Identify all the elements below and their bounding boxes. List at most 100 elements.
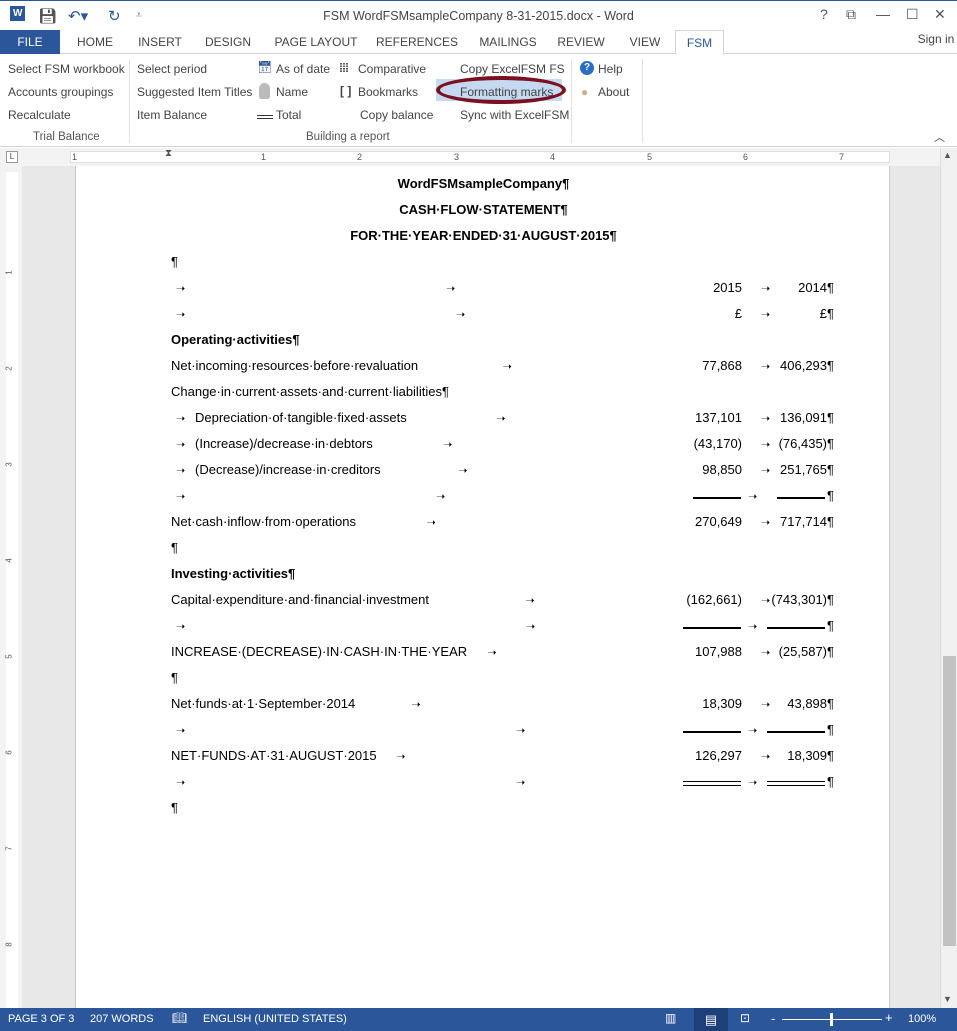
- total-icon: [257, 115, 273, 119]
- select-period-button[interactable]: Select period: [137, 62, 208, 76]
- medal-icon: ●: [581, 85, 589, 99]
- tab-arrow-icon: ➝: [176, 309, 186, 321]
- underline-rule: [767, 781, 825, 786]
- tab-insert[interactable]: INSERT: [138, 35, 182, 49]
- ruler-number: 3: [4, 462, 14, 467]
- ribbon-tabs: FILE HOME INSERT DESIGN PAGE LAYOUT REFE…: [0, 30, 957, 55]
- print-layout-icon[interactable]: ▤: [694, 1008, 728, 1031]
- tab-view[interactable]: VIEW: [629, 35, 661, 49]
- line-item-label: Capital·expenditure·and·financial·invest…: [171, 592, 429, 607]
- comparative-icon: ⁞⁞⁞: [339, 61, 349, 75]
- person-icon: [259, 83, 270, 99]
- tab-page-layout[interactable]: PAGE LAYOUT: [274, 35, 358, 49]
- underline-rule: [767, 731, 825, 733]
- tab-references[interactable]: REFERENCES: [375, 35, 458, 49]
- collapse-ribbon-icon[interactable]: ︿: [934, 132, 945, 144]
- group-divider: [129, 59, 130, 143]
- document-page[interactable]: WordFSMsampleCompany¶ CASH·FLOW·STATEMENT…: [75, 166, 890, 1008]
- ribbon-display-icon[interactable]: ⧉: [846, 6, 856, 22]
- close-icon[interactable]: ✕: [934, 6, 946, 22]
- tab-arrow-icon: ➝: [761, 751, 771, 763]
- save-icon[interactable]: 💾︎: [38, 8, 58, 25]
- value-2015: (162,661): [686, 592, 742, 607]
- document-row: ➝ ➝ ➝ ¶: [76, 618, 891, 638]
- recalculate-button[interactable]: Recalculate: [8, 108, 71, 122]
- minimize-icon[interactable]: —: [876, 6, 890, 22]
- zoom-in-button[interactable]: +: [885, 1010, 893, 1025]
- item-balance-button[interactable]: Item Balance: [137, 108, 208, 122]
- about-button[interactable]: About: [598, 85, 630, 99]
- tab-home[interactable]: HOME: [77, 35, 113, 49]
- tab-arrow-icon: ➝: [443, 439, 453, 451]
- proofing-icon[interactable]: 📖︎: [172, 1011, 188, 1025]
- ribbon: Select FSM workbook Accounts groupings R…: [0, 55, 957, 147]
- web-layout-icon[interactable]: ⊡: [740, 1011, 751, 1025]
- tab-arrow-icon: ➝: [748, 621, 758, 633]
- bookmarks-button[interactable]: Bookmarks: [358, 85, 419, 99]
- tab-selector-icon[interactable]: L: [6, 151, 18, 163]
- horizontal-ruler[interactable]: L 1 1 2 3 4 5 6 7 ⧗: [0, 148, 957, 166]
- tab-arrow-icon: ➝: [436, 491, 446, 503]
- redo-icon[interactable]: ↻: [108, 8, 121, 25]
- tab-arrow-icon: ➝: [411, 699, 421, 711]
- as-of-date-button[interactable]: As of date: [276, 62, 331, 76]
- tab-mailings[interactable]: MAILINGS: [479, 35, 537, 49]
- tab-file[interactable]: FILE: [0, 30, 60, 54]
- customize-qat-icon[interactable]: ⩡: [136, 10, 142, 21]
- value-2015: 137,101: [695, 410, 742, 425]
- document-row: ➝ Depreciation·of·tangible·fixed·assets ➝ 1…: [76, 410, 891, 430]
- group-divider: [642, 59, 643, 143]
- scroll-up-icon[interactable]: ▲: [943, 150, 952, 160]
- total-button[interactable]: Total: [276, 108, 302, 122]
- line-item-label: Depreciation·of·tangible·fixed·assets: [195, 410, 407, 425]
- undo-icon[interactable]: ↶▾: [68, 8, 89, 25]
- value-2014: 406,293¶: [780, 358, 834, 373]
- tab-arrow-icon: ➝: [176, 621, 186, 633]
- tab-arrow-icon: ➝: [748, 777, 758, 789]
- document-row: INCREASE·(DECREASE)·IN·CASH·IN·THE·YEAR ➝…: [76, 644, 891, 664]
- scroll-down-icon[interactable]: ▼: [943, 994, 952, 1004]
- sync-with-excelfsm-button[interactable]: Sync with ExcelFSM: [460, 108, 570, 122]
- zoom-level[interactable]: 100%: [908, 1013, 937, 1025]
- zoom-slider-thumb[interactable]: [830, 1013, 833, 1026]
- group-label-building-a-report: Building a report: [306, 131, 390, 143]
- value-2014: 251,765¶: [780, 462, 834, 477]
- pilcrow: ¶: [827, 618, 834, 633]
- heading-text: CASH·FLOW·STATEMENT¶: [399, 202, 568, 217]
- value-2015: 126,297: [695, 748, 742, 763]
- tab-review[interactable]: REVIEW: [557, 35, 605, 49]
- read-mode-icon[interactable]: ▥: [665, 1011, 677, 1025]
- document-row: CASH·FLOW·STATEMENT¶: [76, 202, 891, 222]
- tab-arrow-icon: ➝: [748, 725, 758, 737]
- annotation-oval: [436, 76, 566, 104]
- vertical-scrollbar[interactable]: ▲ ▼: [940, 148, 957, 1008]
- ruler-number: 1: [261, 152, 267, 162]
- sign-in-link[interactable]: Sign in: [917, 32, 955, 46]
- document-row: ¶: [76, 254, 891, 274]
- group-divider: [571, 59, 572, 143]
- copy-balance-button[interactable]: Copy balance: [360, 108, 434, 122]
- suggested-item-titles-button[interactable]: Suggested Item Titles: [137, 85, 253, 99]
- tab-arrow-icon: ➝: [761, 595, 771, 607]
- tab-fsm[interactable]: FSM: [675, 30, 724, 55]
- pilcrow: ¶: [827, 774, 834, 789]
- language[interactable]: ENGLISH (UNITED STATES): [203, 1013, 347, 1025]
- underline-rule: [683, 781, 741, 786]
- indent-marker-icon[interactable]: ⧗: [165, 148, 173, 159]
- comparative-button[interactable]: Comparative: [358, 62, 427, 76]
- underline-rule: [767, 627, 825, 629]
- word-count[interactable]: 207 WORDS: [90, 1013, 154, 1025]
- help-icon[interactable]: ?: [820, 6, 828, 22]
- zoom-out-button[interactable]: -: [771, 1011, 776, 1026]
- copy-excelfsm-fs-button[interactable]: Copy ExcelFSM FS: [460, 62, 565, 76]
- accounts-groupings-button[interactable]: Accounts groupings: [8, 85, 114, 99]
- page-count[interactable]: PAGE 3 OF 3: [8, 1013, 75, 1025]
- help-button[interactable]: Help: [598, 62, 623, 76]
- select-fsm-workbook-button[interactable]: Select FSM workbook: [8, 62, 125, 76]
- scrollbar-thumb[interactable]: [943, 656, 956, 946]
- name-button[interactable]: Name: [276, 85, 309, 99]
- value-2015: 77,868: [702, 358, 742, 373]
- maximize-icon[interactable]: ☐: [906, 6, 919, 22]
- tab-design[interactable]: DESIGN: [204, 35, 251, 49]
- ruler-number: 3: [454, 152, 460, 162]
